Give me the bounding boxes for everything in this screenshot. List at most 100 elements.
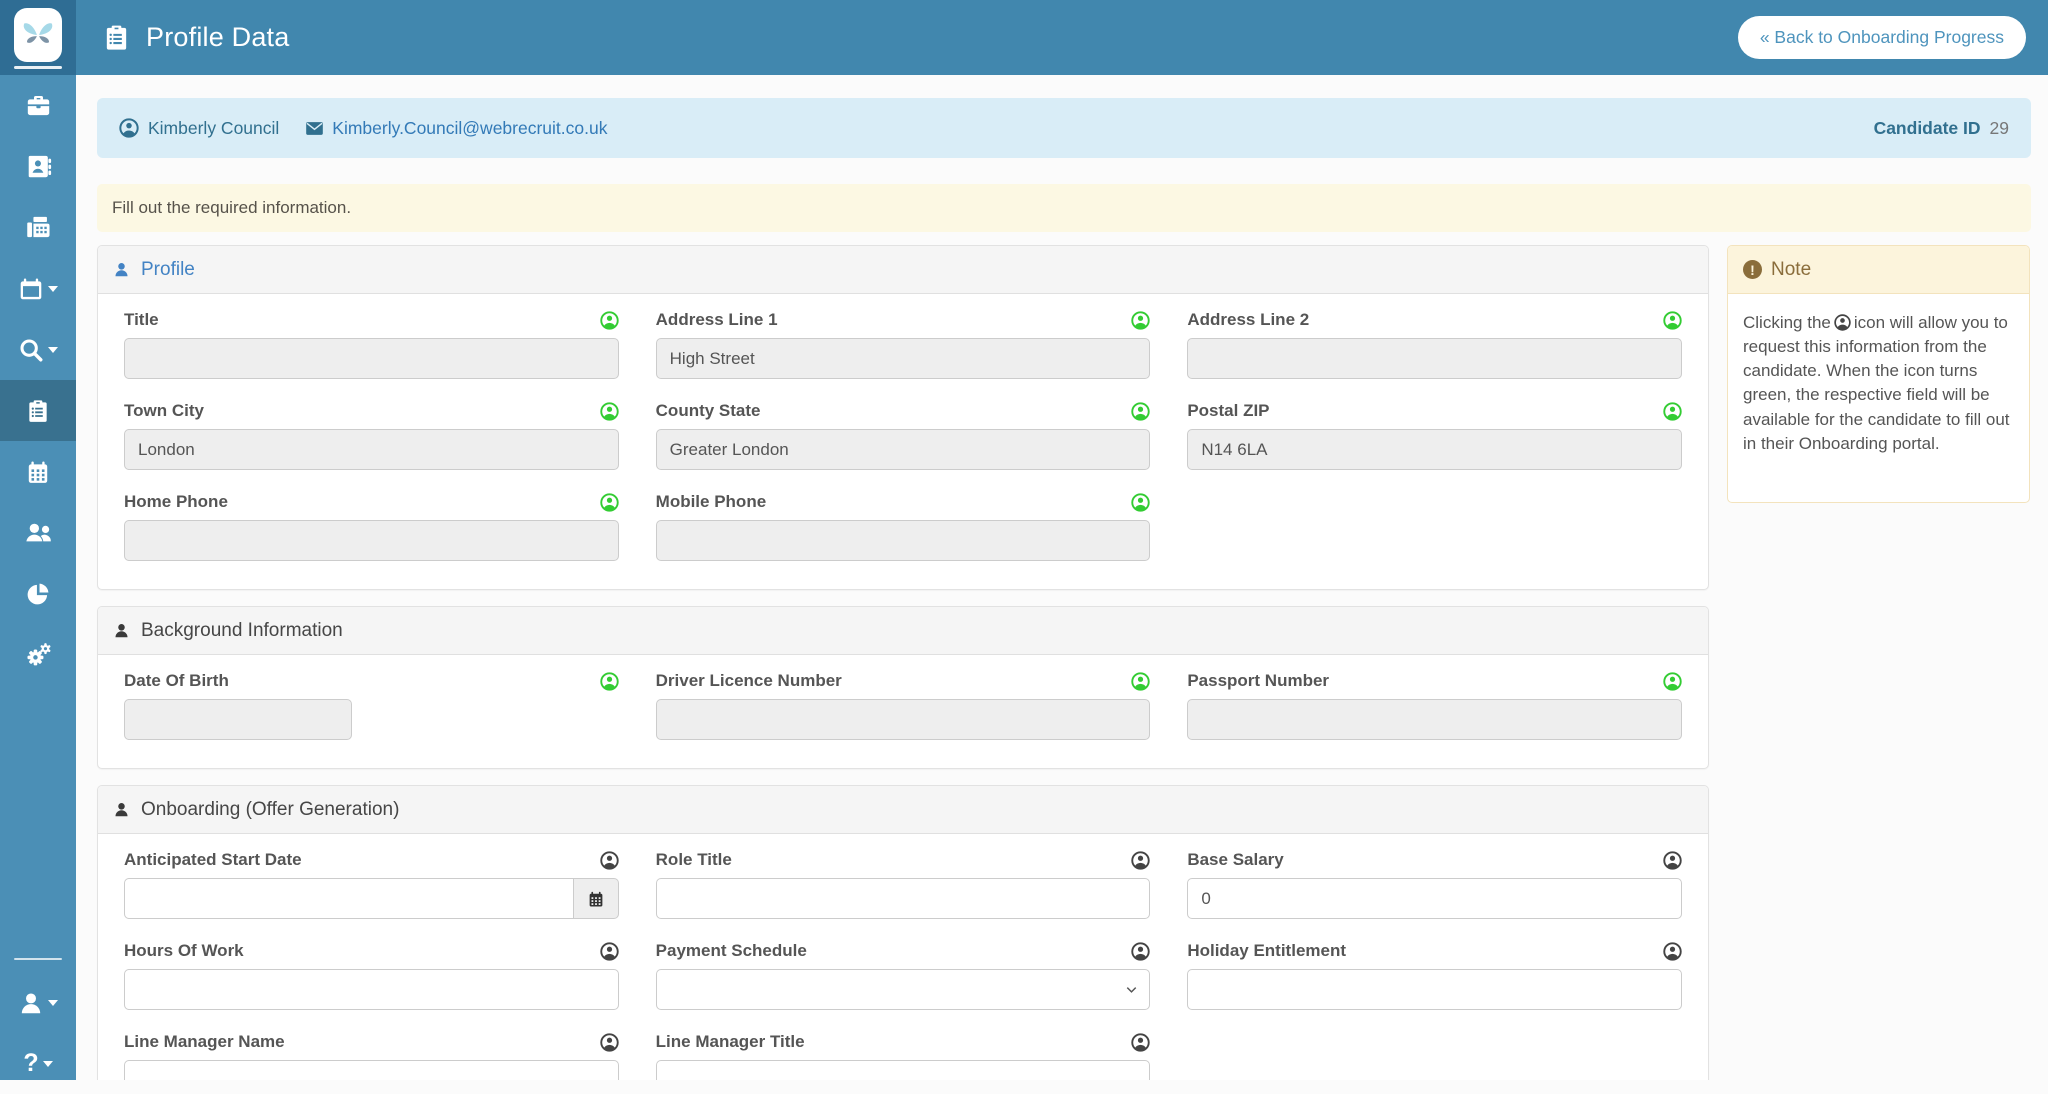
request-from-candidate-icon[interactable] [1663,311,1682,330]
field-label: Line Manager Name [124,1032,285,1052]
line-manager-name-input[interactable] [124,1060,619,1080]
gears-icon [25,641,52,668]
passport-number-input [1187,699,1682,740]
town-city-input [124,429,619,470]
sidebar-item-people[interactable] [0,502,76,563]
request-from-candidate-icon[interactable] [600,493,619,512]
role-title-input[interactable] [656,878,1151,919]
request-from-candidate-icon[interactable] [600,311,619,330]
profile-panel-heading: Profile [98,246,1708,294]
user-icon [113,622,130,639]
note-text: icon will allow you to request this info… [1743,313,2010,453]
field-label: Title [124,310,159,330]
user-icon [113,261,130,278]
request-from-candidate-icon[interactable] [1663,402,1682,421]
sidebar-item-help-menu[interactable]: ? [0,1033,76,1094]
request-from-candidate-icon[interactable] [1663,942,1682,961]
request-from-candidate-icon[interactable] [600,851,619,870]
line-manager-title-input[interactable] [656,1060,1151,1080]
chevron-down-icon [48,286,58,292]
field-county-state: County State [656,401,1151,470]
field-town-city: Town City [124,401,619,470]
field-mobile-phone: Mobile Phone [656,492,1151,561]
background-panel: Background Information Date Of Birth [97,606,1709,769]
driver-licence-input [656,699,1151,740]
payment-schedule-select[interactable] [656,969,1151,1010]
field-label: Hours Of Work [124,941,244,961]
note-heading: ! Note [1728,246,2029,294]
request-from-candidate-icon[interactable] [1663,851,1682,870]
candidate-email: Kimberly.Council@webrecruit.co.uk [332,118,607,139]
field-payment-schedule: Payment Schedule [656,941,1151,1010]
sidebar-item-search-menu[interactable] [0,319,76,380]
field-anticipated-start-date: Anticipated Start Date [124,850,619,919]
address-line-1-input [656,338,1151,379]
candidate-id: Candidate ID 29 [1874,118,2009,139]
sidebar-item-jobs[interactable] [0,75,76,136]
field-label: Address Line 1 [656,310,778,330]
sidebar-item-fax[interactable] [0,197,76,258]
request-from-candidate-icon[interactable] [1131,402,1150,421]
sidebar-item-account-menu[interactable] [0,972,76,1033]
field-label: Anticipated Start Date [124,850,302,870]
request-from-candidate-icon[interactable] [1131,311,1150,330]
field-postal-zip: Postal ZIP [1187,401,1682,470]
section-title: Onboarding (Offer Generation) [141,799,399,821]
date-picker-button[interactable] [574,878,619,919]
background-panel-heading: Background Information [98,607,1708,655]
holiday-entitlement-input[interactable] [1187,969,1682,1010]
fax-icon [25,214,52,241]
sidebar-item-contacts[interactable] [0,136,76,197]
hours-of-work-input[interactable] [124,969,619,1010]
question-icon: ? [23,1051,38,1076]
sidebar-item-settings[interactable] [0,624,76,685]
field-label: Base Salary [1187,850,1283,870]
calendar-icon [18,276,44,302]
candidate-email-link[interactable]: Kimberly.Council@webrecruit.co.uk [305,118,607,139]
top-header: Profile Data « Back to Onboarding Progre… [76,0,2048,75]
clipboard-icon [25,398,51,424]
sidebar-item-calendar-menu[interactable] [0,258,76,319]
request-from-candidate-icon[interactable] [600,1033,619,1052]
request-from-candidate-icon[interactable] [1131,672,1150,691]
info-alert: Fill out the required information. [97,184,2031,232]
field-holiday-entitlement: Holiday Entitlement [1187,941,1682,1010]
field-title: Title [124,310,619,379]
back-to-onboarding-button[interactable]: « Back to Onboarding Progress [1738,16,2026,59]
request-from-candidate-icon[interactable] [1131,942,1150,961]
field-line-manager-title: Line Manager Title [656,1032,1151,1080]
request-from-candidate-icon[interactable] [1131,493,1150,512]
request-from-candidate-icon[interactable] [1131,851,1150,870]
field-label: Date Of Birth [124,671,229,691]
envelope-icon [305,119,324,138]
app-logo[interactable] [14,8,62,62]
candidate-name: Kimberly Council [148,118,279,139]
field-label: Line Manager Title [656,1032,805,1052]
title-input [124,338,619,379]
sidebar-item-profile-data[interactable] [0,380,76,441]
sidebar-item-schedule[interactable] [0,441,76,502]
request-from-candidate-icon[interactable] [600,942,619,961]
postal-zip-input [1187,429,1682,470]
address-book-icon [25,153,52,180]
sidebar-item-reports[interactable] [0,563,76,624]
logo-divider [14,66,62,69]
request-from-candidate-icon[interactable] [1131,1033,1150,1052]
field-driver-licence: Driver Licence Number [656,671,1151,740]
user-icon [18,990,44,1016]
request-from-candidate-icon[interactable] [600,672,619,691]
field-passport-number: Passport Number [1187,671,1682,740]
request-from-candidate-icon[interactable] [1663,672,1682,691]
field-label: Postal ZIP [1187,401,1269,421]
anticipated-start-date-input[interactable] [124,878,574,919]
request-from-candidate-icon[interactable] [600,402,619,421]
field-label: Home Phone [124,492,228,512]
base-salary-input[interactable] [1187,878,1682,919]
note-title: Note [1771,259,1811,281]
users-icon [24,520,53,545]
section-title: Background Information [141,620,343,642]
briefcase-icon [25,92,52,119]
field-label: Driver Licence Number [656,671,842,691]
logo-block [0,0,76,75]
note-panel: ! Note Clicking theicon will allow you t… [1727,245,2030,503]
